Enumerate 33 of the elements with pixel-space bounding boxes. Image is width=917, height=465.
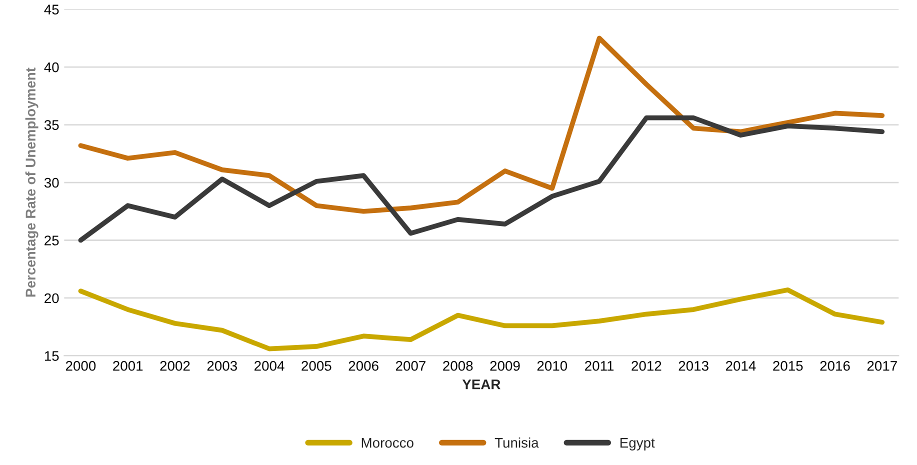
y-tick-label: 35	[44, 120, 59, 130]
x-tick-label: 2004	[254, 360, 284, 371]
x-tick-label: 2003	[207, 360, 237, 371]
x-tick-label: 2008	[443, 360, 473, 371]
x-tick-label: 2007	[396, 360, 426, 371]
x-tick-label: 2017	[867, 360, 897, 371]
line-series	[78, 115, 885, 243]
x-axis-title: YEAR	[462, 380, 500, 390]
x-tick-label: 2001	[113, 360, 143, 371]
y-axis-title: Percentage Rate of Unemployment	[25, 68, 38, 297]
x-tick-label: 2012	[632, 360, 662, 371]
x-tick-label: 2009	[490, 360, 520, 371]
x-tick-label: 2010	[537, 360, 568, 371]
x-tick-label: 2013	[678, 360, 708, 371]
legend-label: Egypt	[620, 438, 655, 450]
legend-label: Tunisia	[494, 438, 539, 448]
y-tick-label: 40	[44, 62, 59, 72]
y-tick-label: 15	[44, 351, 59, 361]
line-series	[78, 287, 885, 352]
y-tick-label: 25	[44, 236, 59, 246]
x-tick-label: 2014	[726, 360, 756, 371]
x-tick-label: 2011	[585, 360, 614, 371]
y-tick-label: 45	[44, 4, 59, 14]
y-tick-label: 20	[44, 293, 59, 304]
line-series	[78, 36, 885, 214]
x-tick-label: 2016	[820, 360, 850, 371]
legend-label: Morocco	[362, 438, 414, 448]
x-tick-label: 2000	[66, 360, 96, 371]
x-tick-label: 2002	[160, 360, 190, 371]
x-tick-label: 2005	[302, 360, 332, 371]
x-tick-label: 2006	[348, 360, 378, 371]
x-tick-label: 2015	[773, 360, 803, 371]
y-tick-label: 30	[44, 178, 59, 188]
